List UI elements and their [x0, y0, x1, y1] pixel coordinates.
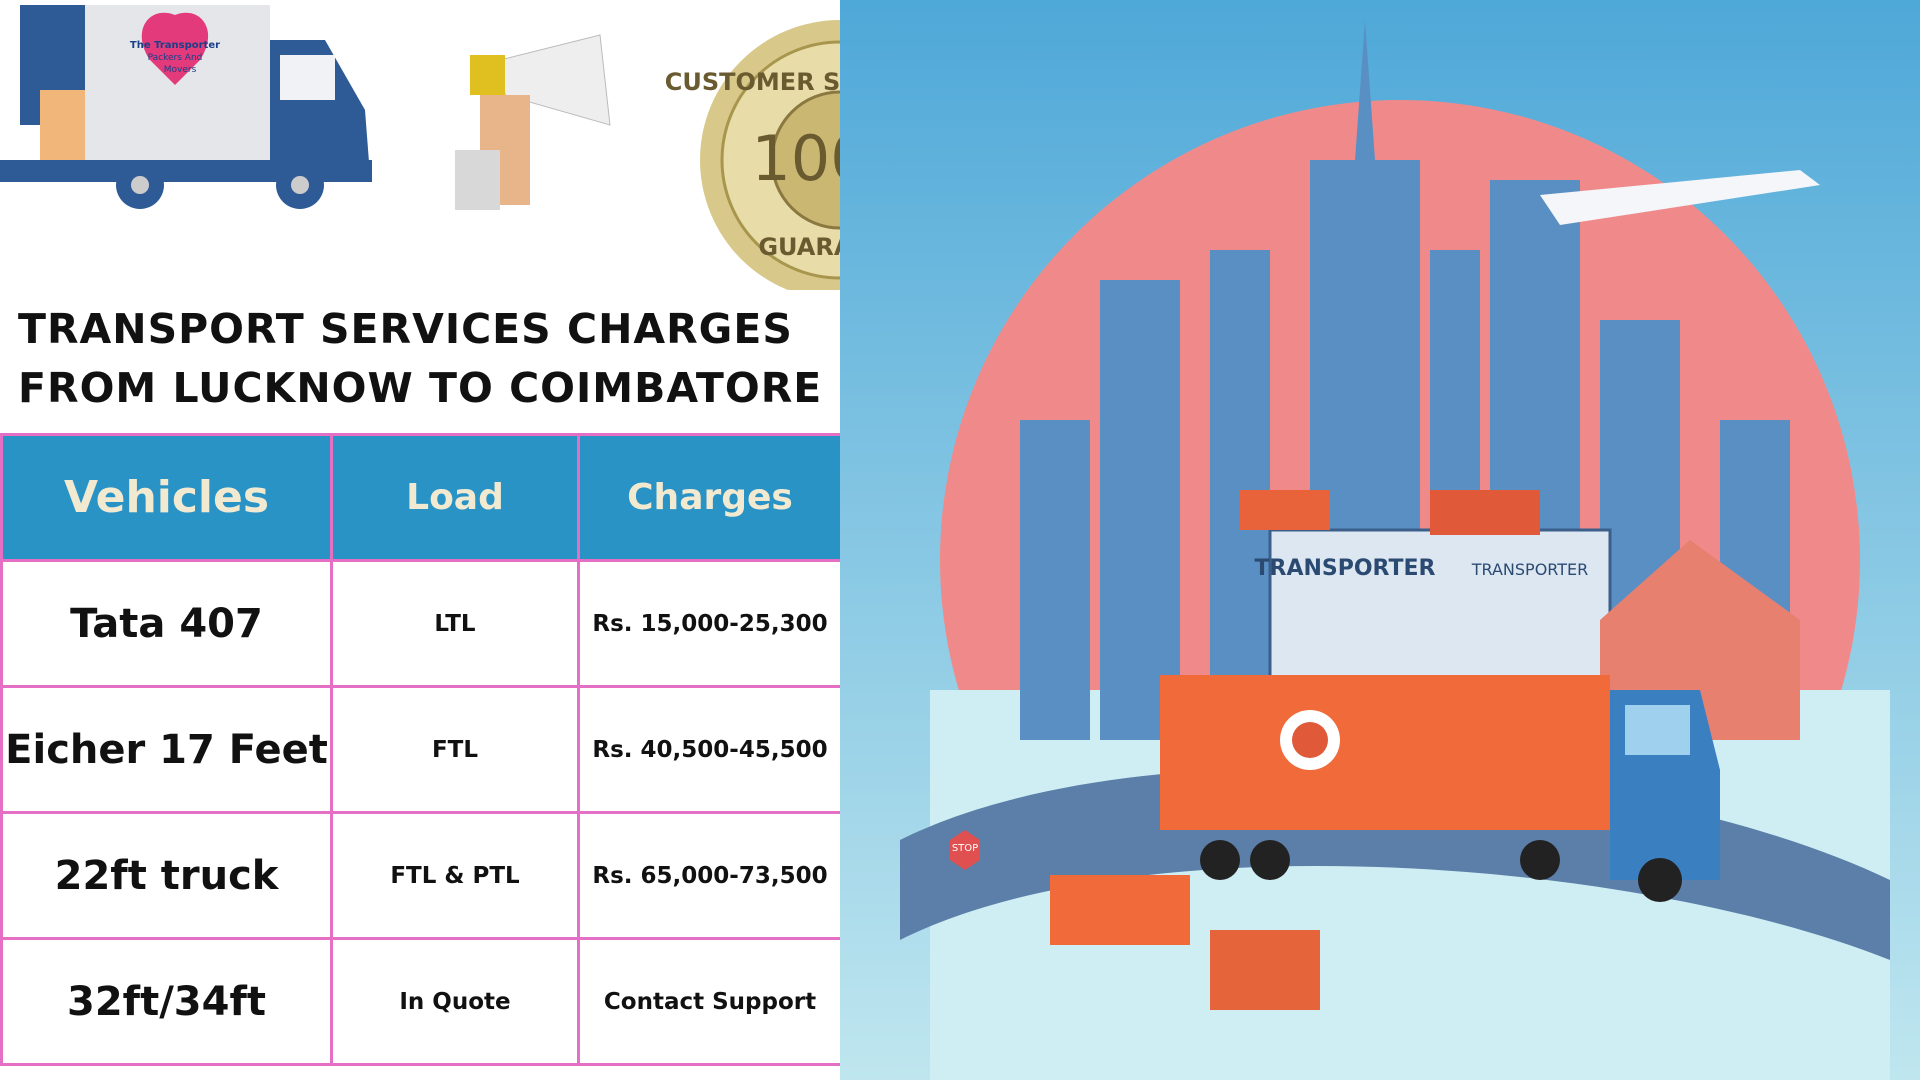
table-cell: In Quote [330, 937, 580, 1066]
table-cell: 32ft/34ft [0, 937, 333, 1066]
table-cell: Rs. 15,000-25,300 [577, 559, 843, 688]
stop-sign: STOP [952, 843, 978, 854]
table-cell: Contact Support [577, 937, 843, 1066]
logo-text: Movers [164, 65, 197, 75]
logo-text: The Transporter [130, 40, 220, 51]
badge-text: CUSTOMER SATISFACTION [665, 68, 840, 96]
header-row: Vehicles Load Charges [0, 433, 843, 562]
badge-text: GUARANTEE [758, 233, 840, 261]
table-cell: FTL & PTL [330, 811, 580, 940]
table-row: 32ft/34ft In Quote Contact Support [0, 937, 843, 1066]
logo-text: Packers And [148, 53, 203, 63]
table-body: Tata 407 LTL Rs. 15,000-25,300 Eicher 17 Fe… [0, 559, 843, 1066]
table-cell: FTL [330, 685, 580, 814]
building-sign: TRANSPORTER [1471, 560, 1589, 579]
badge-text: 100% [751, 122, 840, 195]
charges-table: Vehicles Load Charges Tata 407 LTL Rs. 15,00… [0, 433, 843, 1066]
column-header: Charges [577, 433, 843, 562]
left-panel: The Transporter Packers And Movers CUSTO… [0, 0, 843, 1080]
illustration: TRANSPORTER TRANSPORTER STOP [840, 0, 1920, 1080]
column-header: Vehicles [0, 433, 333, 562]
column-header: Load [330, 433, 580, 562]
city-illustration: TRANSPORTER TRANSPORTER STOP [840, 0, 1920, 1080]
title: FROM LUCKNOW TO COIMBATORE [18, 364, 823, 412]
table-cell: 22ft truck [0, 811, 333, 940]
table-cell: Tata 407 [0, 559, 333, 688]
table-cell: Rs. 65,000-73,500 [577, 811, 843, 940]
top-graphics: The Transporter Packers And Movers CUSTO… [0, 5, 840, 290]
table-cell: Rs. 40,500-45,500 [577, 685, 843, 814]
table-row: Eicher 17 Feet FTL Rs. 40,500-45,500 [0, 685, 843, 814]
table-row: Tata 407 LTL Rs. 15,000-25,300 [0, 559, 843, 688]
table-row: 22ft truck FTL & PTL Rs. 65,000-73,500 [0, 811, 843, 940]
table-cell: LTL [330, 559, 580, 688]
building-sign: TRANSPORTER [1255, 556, 1436, 581]
table-cell: Eicher 17 Feet [0, 685, 333, 814]
title: TRANSPORT SERVICES CHARGES [18, 305, 793, 353]
